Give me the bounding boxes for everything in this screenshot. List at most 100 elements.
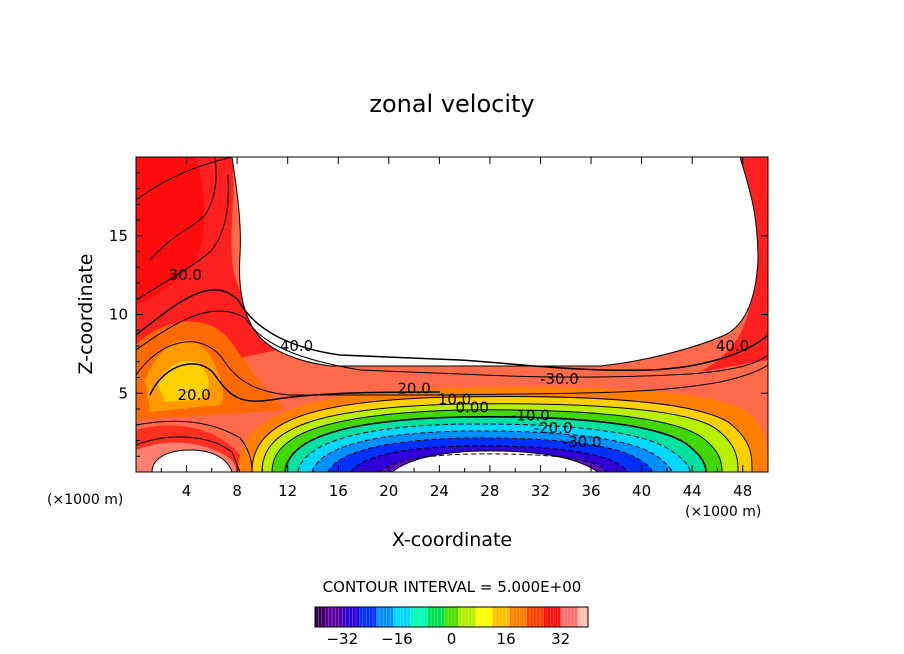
contour-label: 0.00: [456, 398, 489, 416]
colorbar-swatch: [366, 607, 371, 627]
masked-region-lower-left: [152, 450, 232, 472]
colorbar-swatch: [386, 607, 391, 627]
colorbar-swatch: [506, 607, 511, 627]
contour-line: [327, 437, 653, 472]
colorbar-swatch: [359, 607, 364, 627]
colorbar-swatch: [468, 607, 473, 627]
contour-line: [136, 174, 229, 301]
colorbar-swatch: [431, 607, 436, 627]
colorbar-swatch: [581, 607, 586, 627]
colorbar-swatch: [424, 607, 429, 627]
masked-region-upper: [232, 157, 758, 366]
colorbar-swatch: [437, 607, 442, 627]
x-tick-label: 12: [278, 482, 297, 500]
contour-label: -20.0: [534, 419, 573, 437]
colorbar-swatch: [489, 607, 494, 627]
colorbar-swatch: [495, 607, 500, 627]
colorbar-swatch: [345, 607, 350, 627]
x-tick-label: 20: [379, 482, 398, 500]
x-unit-left: (×1000 m): [47, 492, 123, 508]
colorbar-swatch: [570, 607, 575, 627]
contour-label: -30.0: [563, 433, 602, 451]
contour-label: -10.0: [511, 406, 550, 424]
colorbar-swatch: [403, 607, 408, 627]
contour-line: [149, 363, 441, 402]
colorbar-swatch: [502, 607, 507, 627]
colorbar-swatch: [567, 607, 572, 627]
colorbar-swatch: [526, 607, 531, 627]
colorbar-swatch: [553, 607, 558, 627]
colorbar-swatch: [396, 607, 401, 627]
x-unit-right: (×1000 m): [685, 504, 761, 520]
colorbar-tick-label: −16: [381, 630, 413, 648]
contour-line: [377, 453, 607, 472]
colorbar-swatch: [355, 607, 360, 627]
colorbar-swatch: [352, 607, 357, 627]
contour-line: [271, 409, 723, 472]
contour-line: [391, 450, 599, 472]
contour-line: [149, 157, 217, 261]
colorbar-swatch: [512, 607, 517, 627]
colorbar-swatch: [318, 607, 323, 627]
contour-label: 40.0: [716, 337, 749, 355]
contour-line: [136, 157, 233, 201]
x-tick-label: 4: [182, 482, 192, 500]
contour-interval-note: CONTOUR INTERVAL = 5.000E+00: [323, 578, 582, 596]
y-axis: 5 10 15: [109, 172, 768, 457]
x-tick-label: 44: [683, 482, 702, 500]
colorbar-swatch: [454, 607, 459, 627]
x-axis: 4 8 12 16 20 24 28 32 36 40 44 48: [160, 157, 752, 500]
contour-line: [136, 310, 768, 378]
colorbar-swatch: [325, 607, 330, 627]
contour-line: [297, 423, 691, 472]
contour-line: [136, 289, 768, 372]
colorbar-swatch: [379, 607, 384, 627]
field-band-left-yellow: [158, 361, 209, 402]
x-tick-label: 28: [480, 482, 499, 500]
contour-line: [261, 403, 739, 472]
colorbar-swatch: [516, 607, 521, 627]
x-tick-label: 40: [632, 482, 651, 500]
y-tick-label: 10: [109, 306, 128, 324]
x-tick-label: 48: [733, 482, 752, 500]
colorbar-swatch: [434, 607, 439, 627]
contour-label: 40.0: [280, 337, 313, 355]
colorbar-swatch: [458, 607, 463, 627]
colorbar-swatch: [335, 607, 340, 627]
colorbar-frame: [314, 606, 589, 628]
x-tick-label: 32: [531, 482, 550, 500]
colorbar-swatch: [465, 607, 470, 627]
colorbar-swatch: [560, 607, 565, 627]
colorbar-swatch: [485, 607, 490, 627]
colorbar-tick-label: 16: [497, 630, 516, 648]
colorbar-swatch: [451, 607, 456, 627]
colorbar-swatch: [536, 607, 541, 627]
x-tick-label: 8: [232, 482, 242, 500]
colorbar-tick-label: −32: [326, 630, 358, 648]
colorbar-tick-label: 0: [447, 630, 457, 648]
colorbar-swatch: [332, 607, 337, 627]
colorbar-swatch: [519, 607, 524, 627]
colorbar-swatch: [315, 607, 320, 627]
contour-label: 20.0: [397, 380, 430, 398]
contour-line: [284, 415, 707, 472]
contour-label: -30.0: [540, 370, 579, 388]
y-tick-label: 15: [109, 227, 128, 245]
y-axis-label: Z-coordinate: [75, 254, 97, 375]
contour-line: [136, 436, 241, 472]
colorbar-swatch: [417, 607, 422, 627]
colorbar-swatch: [373, 607, 378, 627]
colorbar-swatch: [547, 607, 552, 627]
colorbar-swatch: [540, 607, 545, 627]
colorbar-swatch: [584, 607, 589, 627]
contour-line: [151, 449, 233, 472]
colorbar-swatch: [410, 607, 415, 627]
colorbar-swatch: [478, 607, 483, 627]
colorbar-swatch: [509, 607, 514, 627]
colorbar-swatch: [321, 607, 326, 627]
colorbar-swatch: [471, 607, 476, 627]
colorbar-swatch: [529, 607, 534, 627]
colorbar-tick-label: 32: [551, 630, 570, 648]
colorbar-swatch: [400, 607, 405, 627]
